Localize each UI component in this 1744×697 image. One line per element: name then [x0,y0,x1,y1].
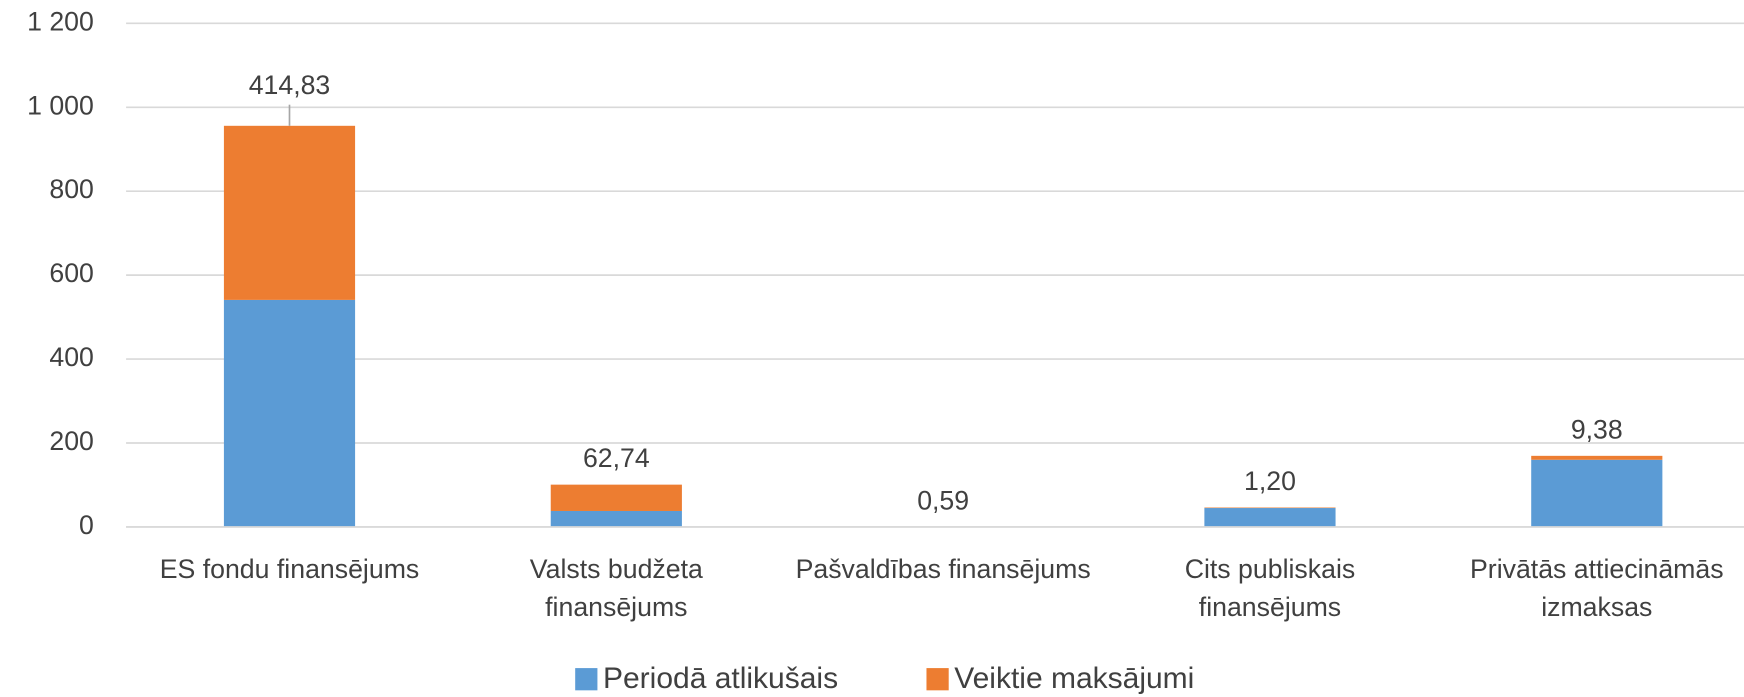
x-label-box: Valsts budžeta finansējums [529,554,703,623]
legend-label: Veiktie maksājumi [954,662,1194,695]
y-tick-label: 1 200 [27,6,94,36]
x-tick-label: Valsts budžeta finansējums [529,554,703,623]
x-label-box: Cits publiskais finansējums [1184,554,1356,623]
legend-label: Periodā atlikušais [603,662,838,695]
data-label: 414,83 [249,70,331,100]
bar-segment [1204,508,1336,527]
x-label-box: Pašvaldības finansējums [795,554,1091,585]
y-tick-label: 800 [49,174,93,204]
data-label: 1,20 [1244,466,1296,496]
y-tick-label: 600 [49,258,93,288]
bar-segment [1531,459,1663,527]
x-tick-label: Cits publiskais finansējums [1184,554,1356,623]
y-tick-label: 1 000 [27,90,94,120]
x-tick-label: Pašvaldības finansējums [795,554,1091,585]
bar-segment [223,299,356,527]
x-tick-label: Privātās attiecināmās izmaksas [1470,554,1724,623]
x-label-box: Privātās attiecināmās izmaksas [1470,554,1724,623]
y-tick-label: 400 [49,342,93,372]
bar-segment [1204,507,1336,509]
bar-segment [1531,455,1663,460]
bar-segment [223,125,356,300]
x-label-box: ES fondu finansējums [159,554,420,585]
data-label: 62,74 [583,443,650,473]
y-tick-label: 200 [49,426,93,456]
bar-segment [550,484,682,511]
data-label: 0,59 [917,485,969,515]
y-tick-label: 0 [79,510,94,540]
data-label: 9,38 [1571,414,1623,444]
x-tick-label: ES fondu finansējums [159,554,420,585]
bar-segment [550,510,682,527]
legend-swatch [926,668,949,691]
legend-swatch [575,668,598,691]
